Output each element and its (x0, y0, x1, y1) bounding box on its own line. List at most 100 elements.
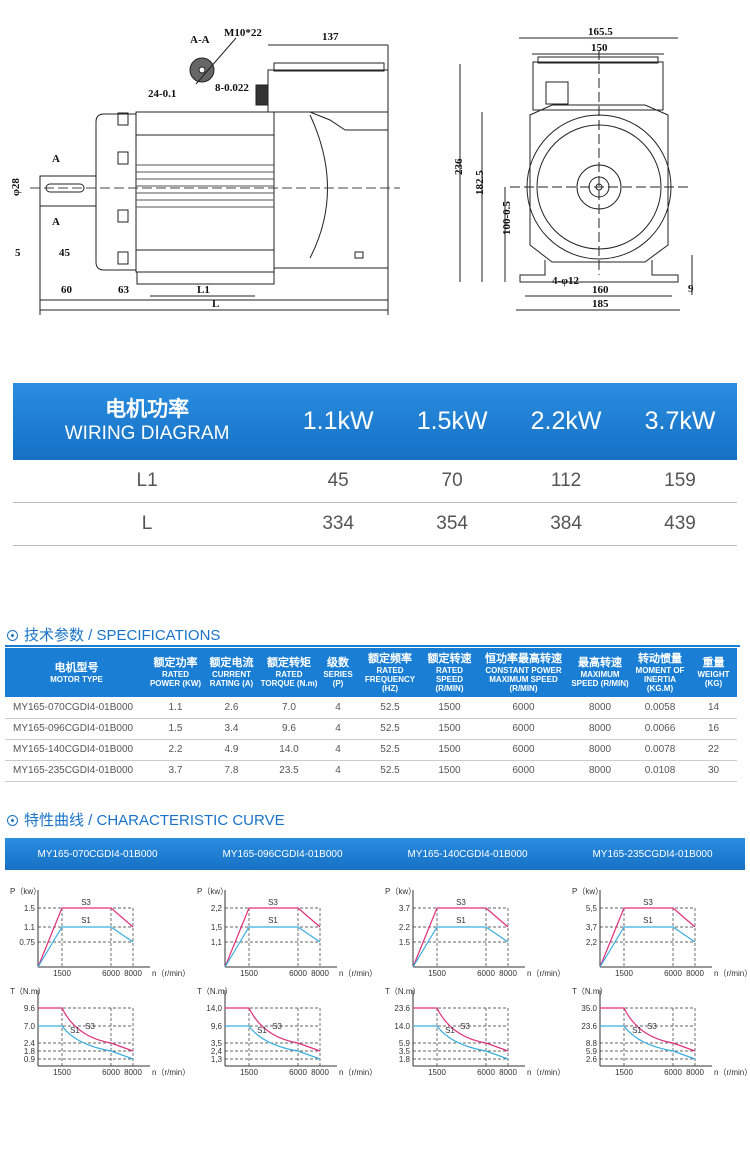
table-cell: 14 (690, 697, 737, 719)
table-cell: 4 (318, 739, 358, 761)
key-width-label: 24-0.1 (148, 88, 176, 100)
torque-curve-chart: T（N.m） n（r/min） 1500 6000 8000 9.6 7.0 2.41.80.… (10, 987, 187, 1077)
box-width-label: 137 (322, 31, 339, 43)
series-label-s3: S3 (272, 1022, 282, 1031)
torque-curve-chart: T（N.m） n（r/min） 1500 6000 8000 14,0 9,6 3,52,41… (197, 987, 374, 1077)
series-label-s3: S3 (456, 898, 466, 907)
column-header-cn: 最高转速 (578, 657, 622, 669)
table-cell: 4.9 (203, 739, 260, 761)
y-tick-label: 3,5 (211, 1039, 223, 1048)
column-header: 级数 SERIES (P) (318, 648, 358, 697)
y-axis-label: T（N.m） (197, 987, 233, 996)
y-tick-label: 35.0 (581, 1004, 597, 1013)
dim-63: 63 (118, 284, 130, 296)
row-label: L (141, 513, 153, 534)
specifications-title: 技术参数 / SPECIFICATIONS (24, 627, 221, 644)
table-cell: 8000 (570, 697, 630, 719)
model-label: MY165-235CGDI4-01B000 (592, 848, 713, 860)
curve-title: 特性曲线 / CHARACTERISTIC CURVE (24, 812, 285, 829)
series-line-s1 (412, 926, 509, 968)
series-line-s1 (37, 926, 134, 968)
y-tick-label: 5,5 (586, 904, 598, 913)
table-row: L1 45 70 112 159 (13, 460, 737, 503)
table-cell: 30 (690, 760, 737, 782)
y-axis-label: P（kw） (10, 887, 41, 896)
section-arrow-bottom: A (52, 216, 60, 228)
curve-heading: 特性曲线 / CHARACTERISTIC CURVE (7, 809, 285, 830)
y-tick-label: 23.6 (581, 1022, 597, 1031)
y-tick-label: 2.2 (399, 923, 411, 932)
dim-165-5: 165.5 (588, 26, 613, 38)
x-tick-label: 6000 (102, 1068, 120, 1077)
specifications-table: 电机型号 MOTOR TYPE 额定功率 RATED POWER (KW) 额定电流 CU… (5, 648, 737, 782)
column-header: 重量 WEIGHT (KG) (690, 648, 737, 697)
cell: 334 (322, 513, 355, 534)
column-header-en: RATED FREQUENCY (HZ) (364, 665, 416, 693)
y-tick-label: 1.8 (24, 1047, 36, 1056)
table-cell: 4 (318, 697, 358, 719)
x-tick-label: 1500 (53, 969, 71, 978)
cell: 159 (664, 470, 696, 491)
series-line-s3 (37, 907, 134, 968)
y-tick-label: 7.0 (24, 1022, 36, 1031)
x-tick-label: 6000 (664, 969, 682, 978)
y-tick-label: 1.8 (399, 1055, 411, 1064)
table-cell: 6000 (477, 718, 570, 740)
series-label-s3: S3 (81, 898, 91, 907)
x-axis-label: n（r/min） (152, 969, 187, 978)
table-cell: 6000 (477, 697, 570, 719)
y-tick-label: 14.0 (394, 1022, 410, 1031)
cell: 384 (550, 513, 582, 534)
column-header: 额定频率 RATED FREQUENCY (HZ) (358, 648, 422, 697)
column-header-en: RATED SPEED (R/MIN) (435, 665, 464, 693)
x-tick-label: 6000 (477, 969, 495, 978)
y-axis-label: T（N.m） (385, 987, 421, 996)
row-label: L1 (136, 470, 158, 491)
table-cell: 0.0108 (630, 760, 690, 782)
y-tick-label: 2,4 (211, 1047, 223, 1056)
table-cell: 0.0066 (630, 718, 690, 740)
dim-l1: L1 (197, 284, 210, 296)
table-cell: 23.5 (260, 760, 318, 782)
y-axis-label: P（kw） (385, 887, 416, 896)
column-header-en: CONSTANT POWER MAXIMUM SPEED (R/MIN) (485, 665, 562, 693)
x-axis-label: n（r/min） (527, 969, 562, 978)
column-header: 电机型号 MOTOR TYPE (5, 648, 148, 697)
circle-dot-icon (7, 630, 18, 641)
series-line-s1 (225, 1025, 321, 1060)
header-en: WIRING DIAGRAM (64, 422, 230, 444)
table-cell: 1500 (422, 739, 477, 761)
y-tick-label: 1,3 (211, 1055, 223, 1064)
table-cell: 7.0 (260, 697, 318, 719)
power-col: 1.5kW (416, 407, 488, 435)
series-label-s1: S1 (456, 916, 466, 925)
x-tick-label: 8000 (124, 969, 142, 978)
column-header-cn: 额定频率 (368, 652, 412, 665)
y-tick-label: 1.5 (24, 904, 36, 913)
column-header-cn: 额定电流 (209, 657, 254, 669)
y-tick-label: 3,7 (586, 923, 598, 932)
dim-60: 60 (61, 284, 73, 296)
series-line-s3 (412, 907, 509, 968)
column-header-cn: 重量 (702, 657, 725, 669)
x-tick-label: 1500 (615, 1068, 633, 1077)
y-axis-label: T（N.m） (572, 987, 608, 996)
x-tick-label: 6000 (664, 1068, 682, 1077)
table-cell: MY165-140CGDI4-01B000 (5, 739, 148, 761)
column-header: 额定电流 CURRENT RATING (A) (203, 648, 260, 697)
table-cell: 6000 (477, 739, 570, 761)
power-col: 1.1kW (302, 407, 374, 435)
column-header-cn: 恒功率最高转速 (485, 652, 562, 665)
x-axis-label: n（r/min） (714, 969, 749, 978)
power-col: 3.7kW (644, 407, 716, 435)
x-tick-label: 8000 (499, 1068, 517, 1077)
column-header-cn: 级数 (327, 657, 349, 669)
model-label: MY165-140CGDI4-01B000 (407, 848, 528, 860)
table-cell: 1500 (422, 697, 477, 719)
x-tick-label: 6000 (289, 969, 307, 978)
section-label: A-A (190, 34, 210, 46)
torque-curve-chart: T（N.m） n（r/min） 1500 6000 8000 35.0 23.6 8.85.9… (572, 987, 749, 1077)
table-row: L 334 354 384 439 (13, 503, 737, 546)
series-label-s3: S3 (647, 1022, 657, 1031)
dim-9: 9 (688, 283, 694, 295)
